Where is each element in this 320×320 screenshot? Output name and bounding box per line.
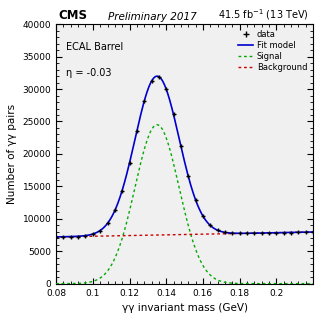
X-axis label: γγ invariant mass (GeV): γγ invariant mass (GeV)	[122, 303, 248, 313]
Text: CMS: CMS	[59, 9, 88, 22]
Y-axis label: Number of γγ pairs: Number of γγ pairs	[7, 104, 17, 204]
Text: ECAL Barrel: ECAL Barrel	[66, 42, 124, 52]
Text: η = -0.03: η = -0.03	[66, 68, 112, 78]
Text: 41.5 fb$^{-1}$ (13 TeV): 41.5 fb$^{-1}$ (13 TeV)	[218, 7, 309, 22]
Legend: data, Fit model, Signal, Background: data, Fit model, Signal, Background	[237, 28, 309, 74]
Text: Preliminary 2017: Preliminary 2017	[108, 12, 196, 22]
